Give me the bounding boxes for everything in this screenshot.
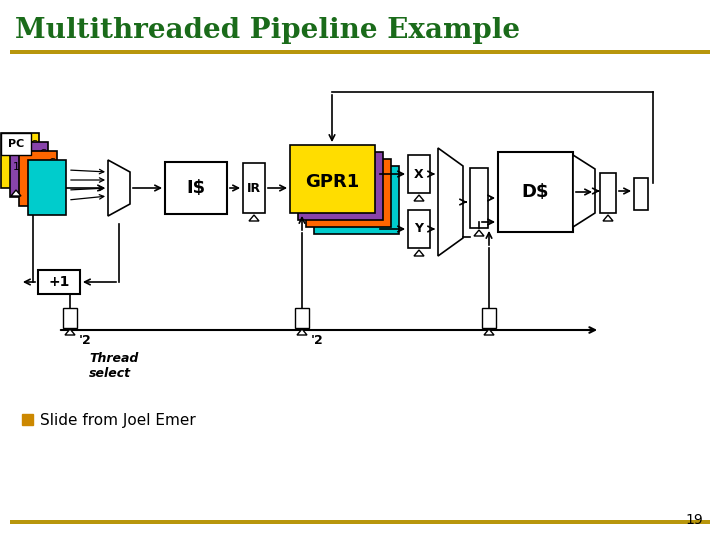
Bar [634,178,648,210]
Text: C: C [31,140,37,150]
Text: Thread
select: Thread select [89,352,138,380]
Polygon shape [414,195,424,201]
Text: Multithreaded Pipeline Example: Multithreaded Pipeline Example [15,17,520,44]
Text: C: C [49,158,55,168]
Polygon shape [438,148,463,256]
Text: 19: 19 [685,513,703,527]
Bar [314,166,399,234]
Bar [243,163,265,213]
Text: GPR1: GPR1 [305,173,359,191]
Polygon shape [108,160,130,216]
Text: 1: 1 [12,162,19,172]
Bar [600,173,616,213]
Bar [19,151,57,206]
Bar [290,145,375,213]
Bar [306,159,391,227]
Text: IR: IR [247,181,261,194]
Bar [10,50,710,54]
Text: C: C [40,149,46,159]
Bar [298,152,383,220]
Bar [10,520,710,524]
Bar [498,152,573,232]
Bar [1,133,31,155]
Text: +1: +1 [48,275,70,289]
Polygon shape [297,329,307,335]
Text: '2: '2 [79,334,91,347]
Text: Y: Y [415,222,423,235]
Bar [38,270,80,294]
Bar [482,308,496,328]
Bar [1,133,39,188]
Bar [408,155,430,193]
Text: Slide from Joel Emer: Slide from Joel Emer [40,413,196,428]
Bar [28,160,66,215]
Text: '2: '2 [311,334,324,347]
Bar [295,308,309,328]
Polygon shape [414,250,424,256]
Text: PC: PC [8,139,24,149]
Bar [63,308,77,328]
Text: X: X [414,167,424,180]
Polygon shape [249,215,259,221]
Bar [408,210,430,248]
Polygon shape [11,190,21,196]
Polygon shape [474,230,484,236]
Bar [10,142,48,197]
Text: I$: I$ [186,179,206,197]
Bar [470,168,488,228]
Polygon shape [484,329,494,335]
Bar [165,162,227,214]
Polygon shape [603,215,613,221]
Text: D$: D$ [522,183,549,201]
Polygon shape [65,329,75,335]
Bar [22,414,33,425]
Polygon shape [573,155,595,227]
